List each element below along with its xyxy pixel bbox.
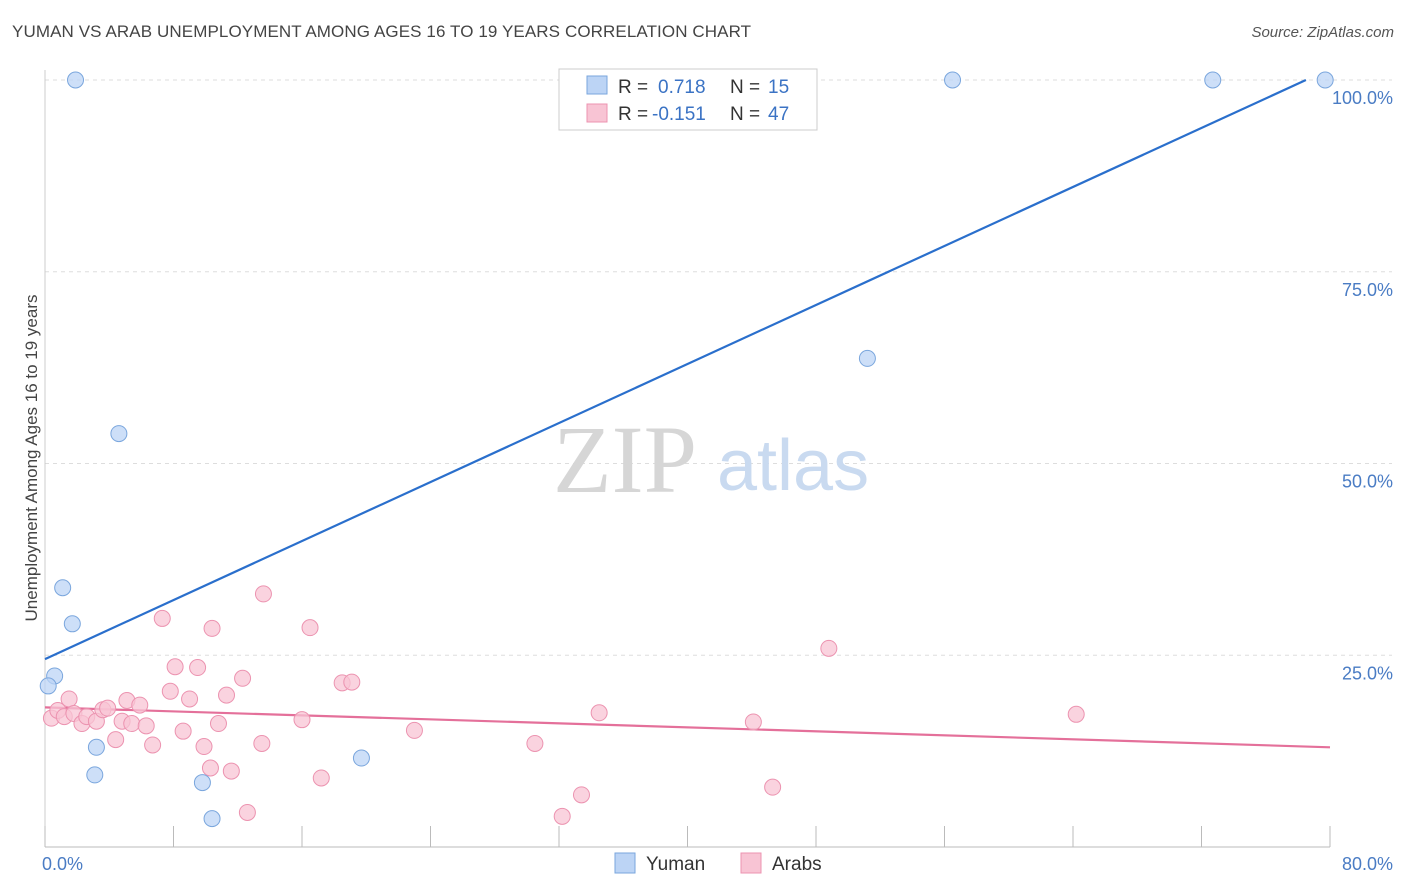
arab-point <box>744 713 762 731</box>
arab-point <box>166 658 184 676</box>
arab-point <box>553 807 571 825</box>
arab-point <box>123 715 141 733</box>
arab-point <box>195 738 213 756</box>
yuman-point <box>67 71 85 89</box>
yuman-point <box>110 425 128 443</box>
yuman-point <box>858 349 876 367</box>
arab-point <box>312 769 330 787</box>
arab-point <box>590 704 608 722</box>
legend-arab-r-label: R = <box>618 104 648 125</box>
arab-point <box>234 669 252 687</box>
bottom-legend: Yuman Arabs <box>614 852 822 875</box>
arab-point <box>209 715 227 733</box>
yuman-point <box>193 774 211 792</box>
grid-layer <box>45 79 1392 656</box>
y-axis-label: Unemployment Among Ages 16 to 19 years <box>22 295 41 622</box>
trend-layer <box>44 79 1331 749</box>
y-tick-label: 75.0% <box>1342 280 1393 300</box>
yuman-point <box>1204 71 1222 89</box>
bottom-legend-arab-label: Arabs <box>772 854 822 875</box>
arab-point <box>153 609 171 627</box>
x-tick-label: 0.0% <box>42 854 83 874</box>
arab-point <box>572 786 590 804</box>
yuman-trend-line <box>44 79 1307 661</box>
yuman-point <box>352 749 370 767</box>
arab-point <box>137 717 155 735</box>
watermark-atlas: atlas <box>717 426 869 506</box>
yuman-point <box>87 738 105 756</box>
arab-point <box>203 619 221 637</box>
x-tick-label: 80.0% <box>1342 854 1393 874</box>
yuman-point <box>944 71 962 89</box>
arab-point <box>218 686 236 704</box>
arab-point <box>144 736 162 754</box>
arab-point <box>254 585 272 603</box>
arab-point <box>60 690 78 708</box>
arab-point <box>161 682 179 700</box>
legend-yuman-r-label: R = <box>618 77 648 98</box>
legend-yuman-n-label: N = <box>730 77 760 98</box>
arab-point <box>181 690 199 708</box>
bottom-legend-yuman-swatch <box>614 852 636 874</box>
arab-point <box>253 734 271 752</box>
bottom-legend-arab-swatch <box>740 852 762 874</box>
arab-point <box>764 778 782 796</box>
arab-point <box>526 734 544 752</box>
yuman-point <box>86 766 104 784</box>
legend-arab-n-value: 47 <box>768 104 789 125</box>
top-legend: R = 0.718 N = 15 R = -0.151 N = 47 <box>558 68 818 131</box>
arab-point <box>405 721 423 739</box>
yuman-point <box>203 810 221 828</box>
arab-point <box>174 722 192 740</box>
arab-point <box>293 711 311 729</box>
chart-source: Source: ZipAtlas.com <box>1251 24 1394 41</box>
arab-point <box>1067 705 1085 723</box>
yuman-point <box>1316 71 1334 89</box>
watermark: ZIP atlas <box>553 406 869 513</box>
points-layer <box>39 71 1334 828</box>
y-tick-label: 100.0% <box>1332 88 1393 108</box>
yuman-point <box>54 579 72 597</box>
legend-arab-r-value: -0.151 <box>652 104 706 125</box>
arab-point <box>131 696 149 714</box>
axis-layer: 25.0% 50.0% 75.0% 100.0% 0.0% 80.0% <box>42 70 1393 874</box>
legend-yuman-n-value: 15 <box>768 77 789 98</box>
arab-trend-line <box>44 706 1331 749</box>
bottom-legend-yuman-label: Yuman <box>646 854 705 875</box>
y-tick-label: 25.0% <box>1342 663 1393 683</box>
legend-yuman-swatch <box>586 75 608 95</box>
arab-point <box>222 762 240 780</box>
arab-point <box>99 699 117 717</box>
arab-point <box>343 673 361 691</box>
arab-point <box>301 619 319 637</box>
y-tick-label: 50.0% <box>1342 472 1393 492</box>
legend-yuman-r-value: 0.718 <box>658 77 706 98</box>
legend-arab-swatch <box>586 103 608 123</box>
legend-arab-n-label: N = <box>730 104 760 125</box>
arab-point <box>238 803 256 821</box>
arab-point <box>201 759 219 777</box>
arab-point <box>189 659 207 677</box>
watermark-zip: ZIP <box>553 406 697 513</box>
chart-title: YUMAN VS ARAB UNEMPLOYMENT AMONG AGES 16… <box>12 22 752 41</box>
yuman-point <box>63 615 81 633</box>
yuman-point <box>39 677 57 695</box>
arab-point <box>820 639 838 657</box>
arab-point <box>107 731 125 749</box>
